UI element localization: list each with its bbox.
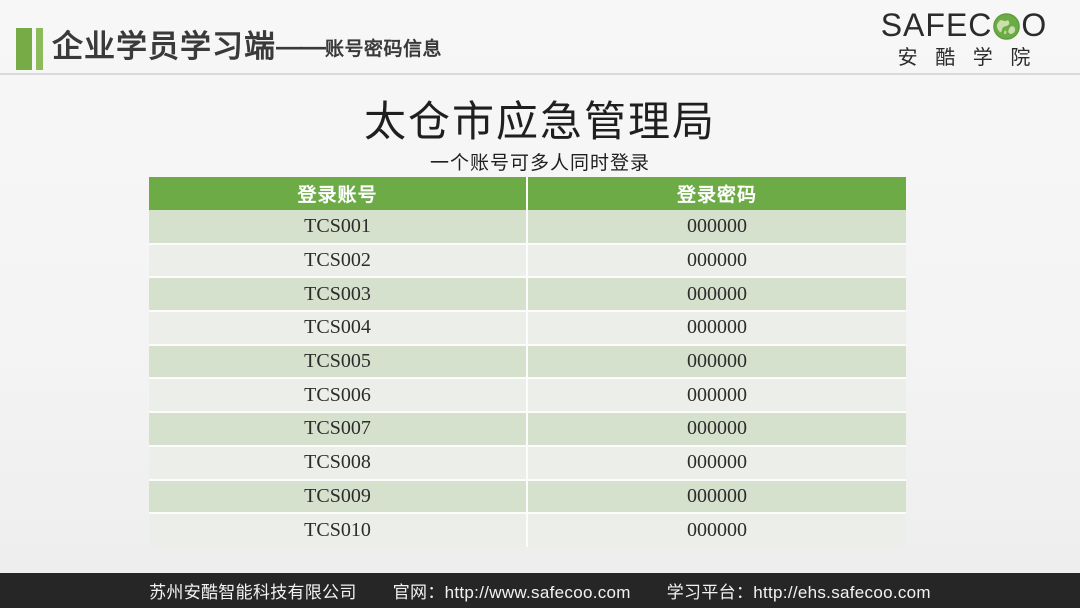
table-row: TCS008 000000 [149, 445, 906, 481]
header-sub-title: 账号密码信息 [325, 39, 443, 60]
credentials-table: 登录账号 登录密码 TCS001 000000 TCS002 000000 TC… [149, 177, 906, 547]
footer-learning-platform: 学习平台：http://ehs.safecoo.com [666, 583, 931, 602]
cell-account: TCS003 [149, 277, 528, 313]
logo-word-right: O [1021, 7, 1048, 43]
table-header-row: 登录账号 登录密码 [149, 177, 906, 210]
page-subtitle: 一个账号可多人同时登录 [429, 153, 650, 174]
column-header-password: 登录密码 [527, 177, 906, 210]
table-row: TCS003 000000 [149, 277, 906, 313]
footer-company: 苏州安酷智能科技有限公司 [149, 583, 357, 602]
table-body: TCS001 000000 TCS002 000000 TCS003 00000… [149, 210, 906, 547]
cell-password: 000000 [527, 513, 906, 547]
table-row: TCS006 000000 [149, 378, 906, 414]
cell-account: TCS008 [149, 445, 528, 481]
globe-icon [993, 12, 1021, 40]
page-title: 太仓市应急管理局 [363, 98, 716, 145]
cell-password: 000000 [527, 479, 906, 515]
cell-account: TCS002 [149, 243, 528, 279]
slide-footer: 苏州安酷智能科技有限公司 官网：http://www.safecoo.com 学… [0, 573, 1080, 608]
cell-password: 000000 [527, 344, 906, 380]
accent-bar-wide [16, 28, 32, 70]
cell-account: TCS006 [149, 378, 528, 414]
cell-account: TCS004 [149, 311, 528, 346]
table-row: TCS007 000000 [149, 412, 906, 447]
safecoo-logo: SAFEC O 安 酷 学 院 [876, 8, 1052, 69]
cell-password: 000000 [527, 412, 906, 447]
table-head: 登录账号 登录密码 [149, 177, 906, 210]
cell-password: 000000 [527, 378, 906, 414]
cell-account: TCS007 [149, 412, 528, 447]
table-row: TCS005 000000 [149, 344, 906, 380]
table-row: TCS009 000000 [149, 479, 906, 515]
accent-bar-thin [36, 28, 43, 70]
logo-chinese-name: 安 酷 学 院 [897, 47, 1037, 69]
cell-password: 000000 [527, 445, 906, 481]
footer-official-site: 官网：http://www.safecoo.com [392, 583, 631, 602]
logo-wordmark: SAFEC O [876, 8, 1052, 42]
slide-header: 企业学员学习端 —— 账号密码信息 SAFEC O [0, 0, 1080, 78]
cell-account: TCS010 [149, 513, 528, 547]
header-title-group: 企业学员学习端 —— 账号密码信息 [52, 31, 442, 62]
logo-word-left: SAFEC [880, 7, 993, 43]
table-row: TCS010 000000 [149, 513, 906, 547]
header-accent-bars [16, 28, 43, 70]
header-main-title: 企业学员学习端 [52, 29, 276, 64]
cell-account: TCS001 [149, 210, 528, 245]
table-row: TCS001 000000 [149, 210, 906, 245]
cell-password: 000000 [527, 210, 906, 245]
table-row: TCS002 000000 [149, 243, 906, 279]
cell-account: TCS005 [149, 344, 528, 380]
table-row: TCS004 000000 [149, 311, 906, 346]
credentials-table-wrap: 登录账号 登录密码 TCS001 000000 TCS002 000000 TC… [149, 177, 906, 547]
cell-password: 000000 [527, 277, 906, 313]
header-divider [0, 73, 1080, 75]
header-dash: —— [276, 31, 326, 61]
column-header-account: 登录账号 [149, 177, 528, 210]
cell-password: 000000 [527, 243, 906, 279]
cell-account: TCS009 [149, 479, 528, 515]
cell-password: 000000 [527, 311, 906, 346]
